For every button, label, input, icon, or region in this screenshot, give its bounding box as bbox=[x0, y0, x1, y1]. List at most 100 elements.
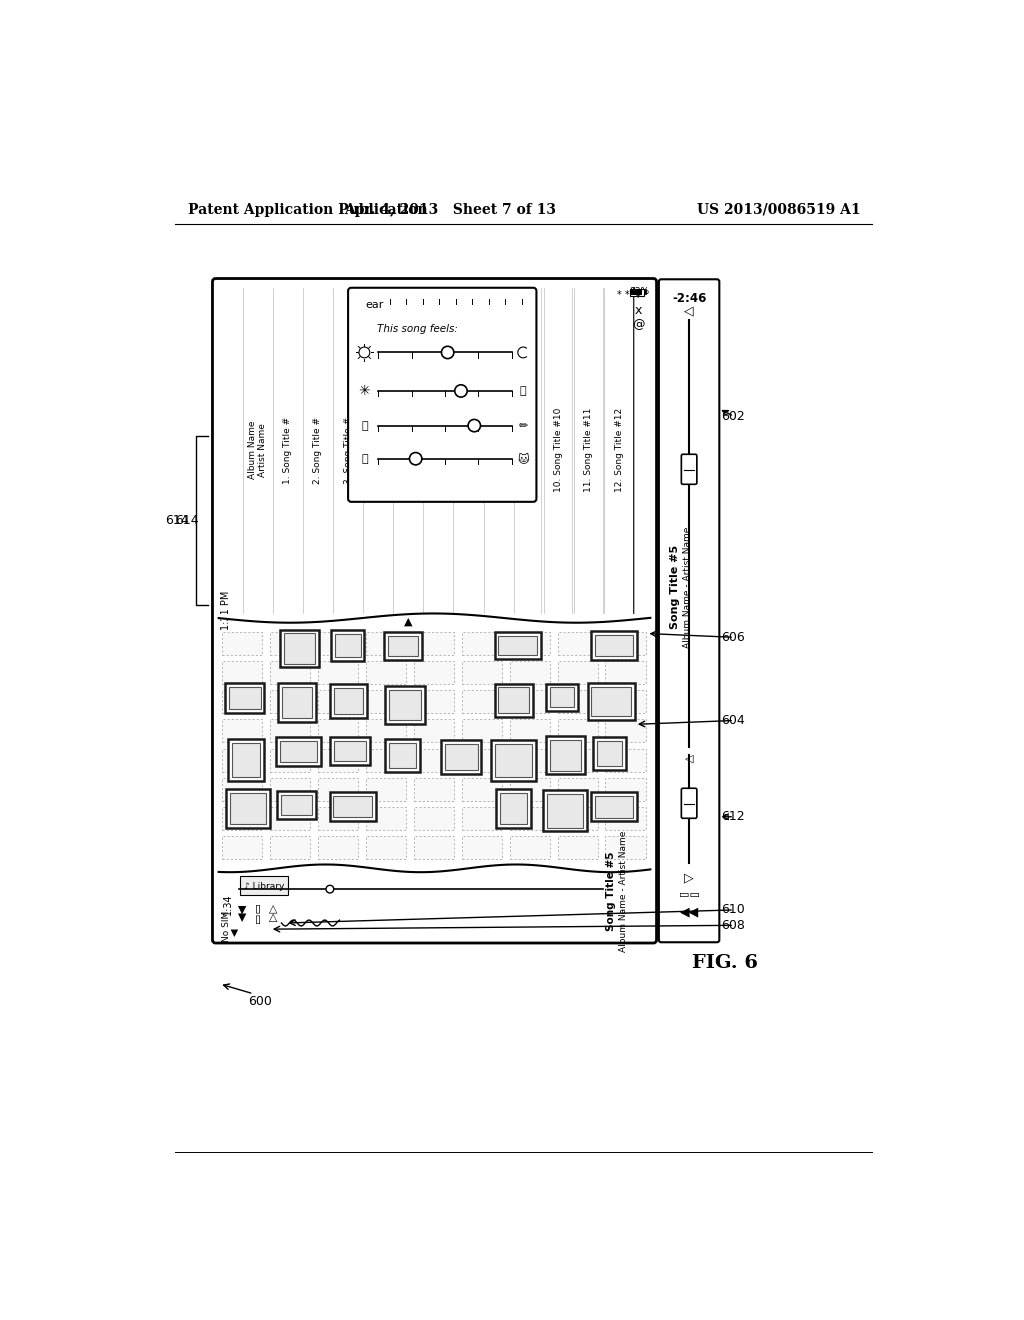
Bar bbox=[462, 777, 502, 801]
Bar bbox=[269, 836, 310, 859]
Bar bbox=[269, 632, 310, 655]
Bar bbox=[510, 719, 550, 742]
Text: ◀: ◀ bbox=[230, 928, 240, 936]
Text: No SIM: No SIM bbox=[222, 911, 230, 941]
Bar bbox=[317, 690, 358, 713]
Text: Album Name - Artist Name: Album Name - Artist Name bbox=[683, 527, 692, 648]
Text: 606: 606 bbox=[721, 631, 744, 644]
Text: 4. Song Title #: 4. Song Title # bbox=[374, 417, 383, 483]
Bar bbox=[228, 686, 260, 709]
Bar bbox=[226, 789, 270, 829]
Text: This song feels:: This song feels: bbox=[377, 325, 458, 334]
Bar bbox=[547, 793, 583, 828]
Bar bbox=[366, 690, 406, 713]
Bar bbox=[334, 796, 372, 817]
Bar bbox=[462, 748, 502, 772]
Bar bbox=[557, 836, 598, 859]
Bar bbox=[366, 719, 406, 742]
Bar bbox=[366, 777, 406, 801]
Text: 616: 616 bbox=[477, 467, 501, 480]
Bar bbox=[462, 690, 502, 713]
Text: 3. Song Title #: 3. Song Title # bbox=[344, 417, 352, 484]
Bar bbox=[595, 635, 633, 656]
Bar bbox=[591, 792, 637, 821]
Bar bbox=[222, 632, 262, 655]
Bar bbox=[276, 738, 321, 766]
Bar bbox=[510, 690, 550, 713]
Text: ▭▭: ▭▭ bbox=[253, 902, 263, 923]
Bar bbox=[462, 632, 502, 655]
Bar bbox=[366, 836, 406, 859]
Text: Album Name - Artist Name: Album Name - Artist Name bbox=[618, 830, 628, 952]
Text: 9. Song Title #9: 9. Song Title #9 bbox=[524, 413, 534, 487]
FancyBboxPatch shape bbox=[241, 876, 289, 895]
Bar bbox=[550, 688, 574, 708]
Bar bbox=[557, 748, 598, 772]
Bar bbox=[414, 661, 454, 684]
Bar bbox=[597, 742, 623, 766]
Bar bbox=[605, 632, 646, 655]
Bar bbox=[550, 739, 582, 771]
Bar bbox=[222, 690, 262, 713]
Text: 608: 608 bbox=[721, 919, 744, 932]
Bar bbox=[630, 289, 644, 296]
Text: ear: ear bbox=[366, 300, 384, 310]
Bar bbox=[222, 836, 262, 859]
Bar bbox=[510, 661, 550, 684]
Bar bbox=[495, 632, 541, 659]
Text: ▷▷: ▷▷ bbox=[268, 904, 279, 921]
Bar bbox=[385, 739, 420, 772]
Bar bbox=[462, 807, 502, 830]
Circle shape bbox=[410, 453, 422, 465]
FancyBboxPatch shape bbox=[681, 454, 697, 484]
Text: 5. Song Title: 5. Song Title bbox=[403, 418, 413, 482]
Bar bbox=[500, 793, 527, 824]
Bar bbox=[384, 632, 422, 660]
Bar bbox=[510, 632, 550, 655]
Text: 11. Song Title #11: 11. Song Title #11 bbox=[585, 408, 594, 492]
Text: 🍓: 🍓 bbox=[361, 454, 368, 463]
Bar bbox=[330, 792, 376, 821]
Text: -2:46: -2:46 bbox=[672, 292, 707, 305]
Bar bbox=[631, 289, 642, 296]
Bar bbox=[557, 661, 598, 684]
Bar bbox=[490, 739, 536, 780]
FancyBboxPatch shape bbox=[212, 279, 656, 942]
Bar bbox=[269, 777, 310, 801]
Text: Song Title #5: Song Title #5 bbox=[606, 851, 615, 931]
Text: 12. Song Title #12: 12. Song Title #12 bbox=[614, 408, 624, 492]
Bar bbox=[605, 661, 646, 684]
Bar bbox=[595, 796, 633, 817]
Bar bbox=[317, 777, 358, 801]
Bar bbox=[385, 686, 425, 723]
Text: ◀◀: ◀◀ bbox=[238, 904, 248, 921]
Text: * *: * * bbox=[616, 290, 629, 301]
Bar bbox=[510, 807, 550, 830]
Bar bbox=[222, 748, 262, 772]
Bar bbox=[557, 632, 598, 655]
Bar bbox=[389, 743, 417, 768]
Bar bbox=[499, 688, 529, 713]
FancyBboxPatch shape bbox=[681, 788, 697, 818]
Bar bbox=[366, 748, 406, 772]
Bar bbox=[269, 807, 310, 830]
Bar bbox=[269, 690, 310, 713]
Bar bbox=[546, 737, 586, 775]
Bar bbox=[605, 836, 646, 859]
Text: @: @ bbox=[632, 318, 644, 331]
Bar bbox=[588, 682, 635, 719]
Text: US 2013/0086519 A1: US 2013/0086519 A1 bbox=[697, 203, 861, 216]
Bar bbox=[280, 742, 317, 762]
Text: 1:21 PM: 1:21 PM bbox=[221, 591, 231, 630]
Bar bbox=[414, 807, 454, 830]
Text: ✏: ✏ bbox=[518, 421, 528, 430]
Bar bbox=[543, 789, 587, 832]
Text: ◁: ◁ bbox=[684, 305, 694, 317]
Bar bbox=[280, 630, 318, 668]
Bar bbox=[414, 777, 454, 801]
Text: 602: 602 bbox=[721, 409, 744, 422]
Bar bbox=[605, 807, 646, 830]
Bar bbox=[557, 807, 598, 830]
Bar bbox=[331, 631, 365, 661]
Bar bbox=[335, 635, 360, 657]
